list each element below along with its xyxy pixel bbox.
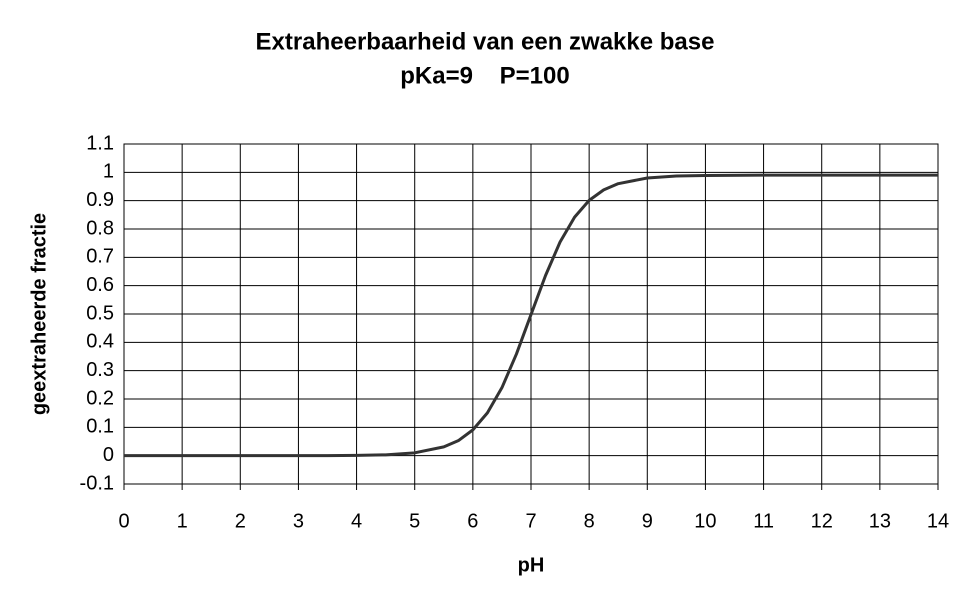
x-tick-label: 1 xyxy=(177,510,188,532)
y-tick-label: 0.5 xyxy=(86,302,114,324)
x-tick-label: 8 xyxy=(584,510,595,532)
y-tick-label: 0.3 xyxy=(86,359,114,381)
x-tick-label: 13 xyxy=(869,510,891,532)
x-tick-label: 3 xyxy=(293,510,304,532)
x-tick-label: 10 xyxy=(694,510,716,532)
x-tick-label: 5 xyxy=(409,510,420,532)
x-tick-label: 7 xyxy=(525,510,536,532)
x-axis-label: pH xyxy=(518,554,545,576)
x-tick-label: 4 xyxy=(351,510,362,532)
x-tick-label: 0 xyxy=(118,510,129,532)
x-tick-label: 6 xyxy=(467,510,478,532)
y-tick-label: 0 xyxy=(103,444,114,466)
y-tick-label: -0.1 xyxy=(80,472,114,494)
y-tick-label: 0.2 xyxy=(86,387,114,409)
y-tick-label: 1 xyxy=(103,161,114,183)
y-axis-label: geextraheerde fractie xyxy=(28,213,50,415)
y-tick-label: 0.7 xyxy=(86,246,114,268)
x-tick-label: 9 xyxy=(642,510,653,532)
y-tick-label: 0.4 xyxy=(86,331,114,353)
y-tick-label: 0.6 xyxy=(86,274,114,296)
data-line xyxy=(124,173,938,458)
plot-border xyxy=(123,143,939,485)
y-tick-label: 1.1 xyxy=(86,132,114,154)
chart-title: Extraheerbaarheid van een zwakke base xyxy=(256,28,715,55)
x-tick-label: 14 xyxy=(927,510,949,532)
y-tick-label: 0.1 xyxy=(86,416,114,438)
x-tick-label: 11 xyxy=(753,510,774,532)
x-tick-label: 2 xyxy=(235,510,246,532)
y-tick-label: 0.8 xyxy=(86,217,114,239)
x-tick-label: 12 xyxy=(811,510,833,532)
chart-subtitle: pKa=9 P=100 xyxy=(400,62,569,89)
y-tick-label: 0.9 xyxy=(86,189,114,211)
